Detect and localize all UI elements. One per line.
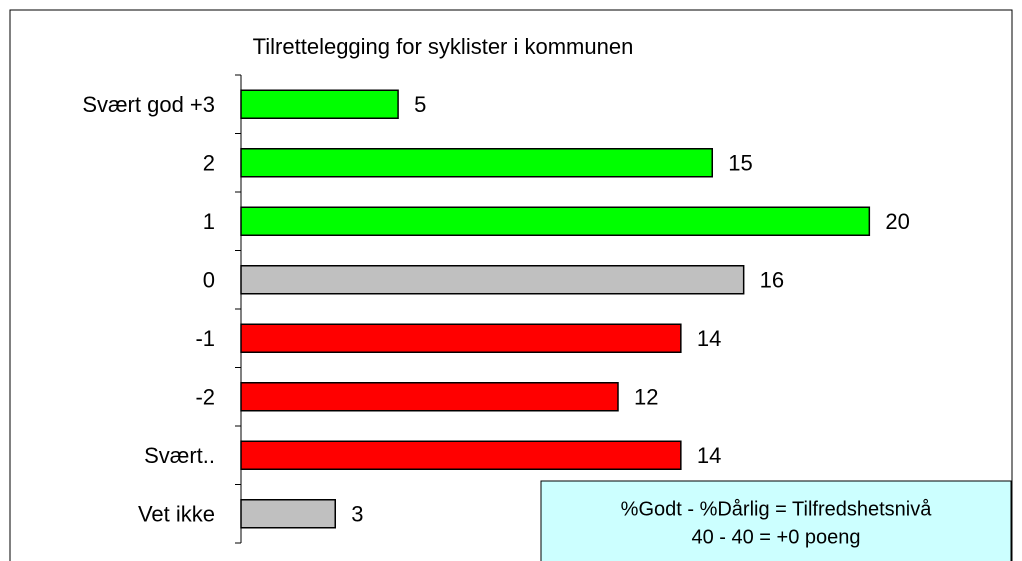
y-tick-label: 0 (203, 268, 215, 293)
y-tick-label: Svært.. (144, 443, 215, 468)
annotation-line: %Godt - %Dårlig = Tilfredshetsnivå (621, 498, 933, 520)
y-tick-label: Svært god +3 (82, 92, 215, 117)
bar (240, 323, 682, 353)
y-tick-label: 1 (203, 209, 215, 234)
value-label: 12 (634, 385, 658, 410)
annotation-line: 40 - 40 = +0 poeng (691, 526, 860, 548)
value-label: 15 (728, 151, 752, 176)
bar (240, 382, 619, 412)
bar (240, 206, 871, 236)
annotation-box (540, 480, 1012, 561)
value-label: 3 (351, 502, 363, 527)
value-label: 14 (697, 326, 721, 351)
chart-title: Tilrettelegging for syklister i kommunen (253, 34, 634, 59)
value-label: 16 (760, 268, 784, 293)
y-tick-label: 2 (203, 151, 215, 176)
y-tick-label: Vet ikke (138, 502, 215, 527)
bar (240, 265, 745, 295)
bar (240, 440, 682, 470)
value-label: 14 (697, 443, 721, 468)
value-label: 20 (885, 209, 909, 234)
value-label: 5 (414, 92, 426, 117)
y-tick-label: -1 (195, 326, 215, 351)
y-tick-label: -2 (195, 385, 215, 410)
bar (240, 499, 336, 529)
bar (240, 89, 399, 119)
bar (240, 148, 713, 178)
